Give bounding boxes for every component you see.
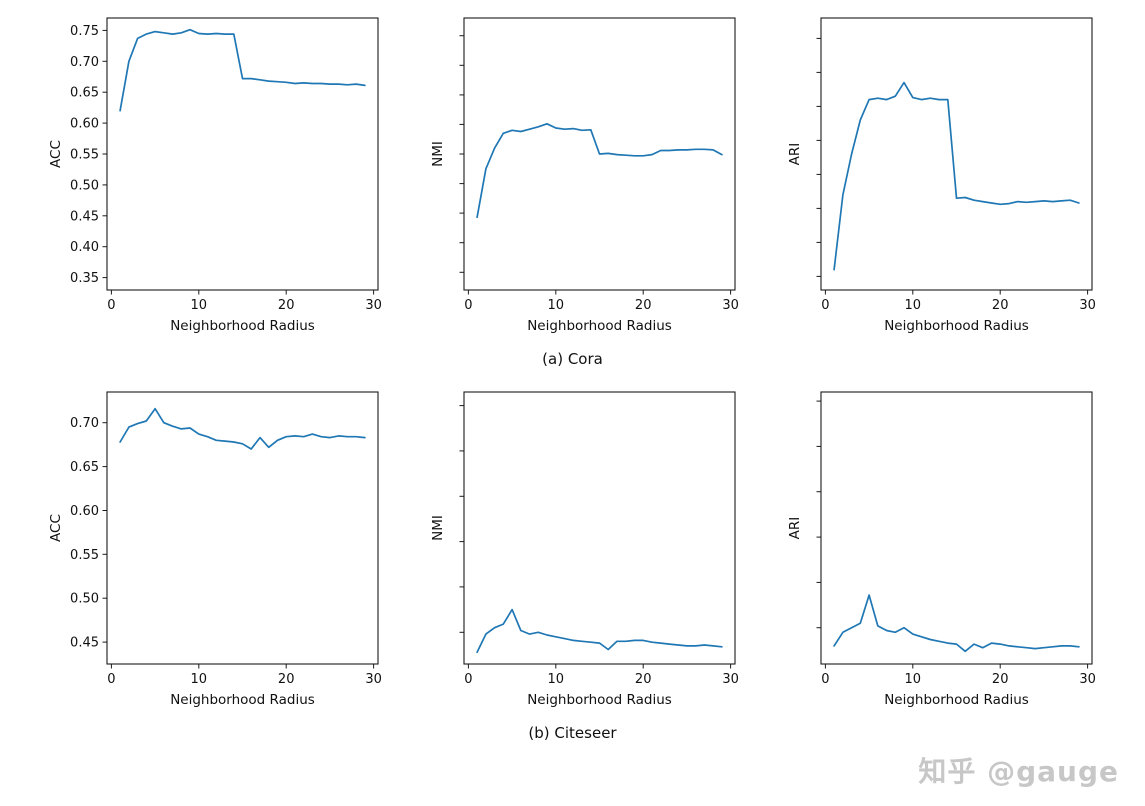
x-axis-label: Neighborhood Radius: [527, 318, 672, 334]
caption-citeseer: (b) Citeseer: [528, 724, 617, 742]
plot-svg: 0 10 20 30 Neighborhood Radius NMI: [430, 391, 739, 708]
data-line: [119, 28, 366, 112]
x-tick-label: 0: [107, 298, 115, 313]
y-tick-label: 0.70: [70, 55, 99, 70]
plot-svg: 0 10 20 30 Neighborhood Radius ARI: [787, 17, 1096, 334]
plot-svg: 0.35 0.40 0.45 0.50 0.55 0.60 0.65 0.70 0.75 0 10 2…: [48, 17, 382, 334]
data-line: [833, 81, 1080, 271]
x-tick-label: 20: [992, 672, 1009, 687]
x-tick-label: 20: [635, 672, 652, 687]
data-line: [476, 122, 723, 219]
y-tick-label: 0.50: [70, 592, 99, 607]
line-chart-citeseer-nmi: 0 10 20 30 Neighborhood Radius NMI: [402, 380, 747, 720]
x-tick-label: 20: [992, 298, 1009, 313]
x-tick-label: 10: [548, 298, 565, 313]
data-line: [119, 407, 366, 450]
x-tick-label: 0: [821, 672, 829, 687]
x-axis-label: Neighborhood Radius: [884, 692, 1029, 708]
y-tick-label: 0.70: [70, 416, 99, 431]
x-axis-label: Neighborhood Radius: [170, 692, 315, 708]
x-tick-label: 30: [722, 298, 739, 313]
x-tick-label: 10: [905, 298, 922, 313]
x-axis-label: Neighborhood Radius: [170, 318, 315, 334]
x-tick-label: 30: [1079, 298, 1096, 313]
x-tick-label: 0: [821, 298, 829, 313]
y-tick-label: 0.60: [70, 117, 99, 132]
y-tick-label: 0.60: [70, 504, 99, 519]
x-tick-label: 0: [464, 672, 472, 687]
y-tick-label: 0.75: [70, 24, 99, 39]
x-tick-label: 0: [107, 672, 115, 687]
plot-svg: 0 10 20 30 Neighborhood Radius NMI: [430, 17, 739, 334]
plot-border: [463, 391, 736, 665]
x-tick-label: 30: [365, 672, 382, 687]
x-tick-label: 10: [905, 672, 922, 687]
x-tick-label: 10: [548, 672, 565, 687]
y-tick-label: 0.45: [70, 636, 99, 651]
line-chart-cora-acc: 0.35 0.40 0.45 0.50 0.55 0.60 0.65 0.70 0.75 0 10 2…: [45, 6, 390, 346]
plot-border: [463, 17, 736, 291]
plot-border: [820, 17, 1093, 291]
line-chart-citeseer-ari: 0 10 20 30 Neighborhood Radius ARI: [759, 380, 1104, 720]
cora-chart-row: 0.35 0.40 0.45 0.50 0.55 0.60 0.65 0.70 0.75 0 10 2…: [0, 6, 1145, 346]
plot-svg: 0.45 0.50 0.55 0.60 0.65 0.70 0 10 20 30 Neighborh…: [48, 391, 382, 708]
x-tick-label: 30: [1079, 672, 1096, 687]
y-axis-label: ACC: [48, 140, 64, 168]
x-tick-label: 0: [464, 298, 472, 313]
y-tick-label: 0.65: [70, 460, 99, 475]
x-tick-label: 30: [722, 672, 739, 687]
plot-border: [820, 391, 1093, 665]
y-tick-label: 0.55: [70, 148, 99, 163]
y-tick-label: 0.50: [70, 178, 99, 193]
y-tick-label: 0.45: [70, 209, 99, 224]
plot-border: [106, 391, 379, 665]
y-axis-label: ARI: [787, 143, 803, 166]
x-tick-label: 20: [635, 298, 652, 313]
y-axis-label: NMI: [430, 141, 446, 167]
plot-border: [106, 17, 379, 291]
x-tick-label: 30: [365, 298, 382, 313]
y-axis-label: ACC: [48, 514, 64, 542]
y-axis-label: NMI: [430, 515, 446, 541]
y-tick-label: 0.40: [70, 240, 99, 255]
watermark: 知乎 @gauge: [918, 755, 1119, 788]
caption-cora: (a) Cora: [542, 350, 603, 368]
x-tick-label: 10: [191, 298, 208, 313]
y-axis-label: ARI: [787, 517, 803, 540]
data-line: [833, 594, 1080, 653]
y-tick-label: 0.55: [70, 548, 99, 563]
line-chart-citeseer-acc: 0.45 0.50 0.55 0.60 0.65 0.70 0 10 20 30 Neighborh…: [45, 380, 390, 720]
x-tick-label: 20: [278, 298, 295, 313]
y-tick-label: 0.35: [70, 271, 99, 286]
x-tick-label: 20: [278, 672, 295, 687]
x-axis-label: Neighborhood Radius: [884, 318, 1029, 334]
data-line: [476, 608, 723, 654]
y-tick-label: 0.65: [70, 86, 99, 101]
citeseer-chart-row: 0.45 0.50 0.55 0.60 0.65 0.70 0 10 20 30 Neighborh…: [0, 380, 1145, 720]
line-chart-cora-nmi: 0 10 20 30 Neighborhood Radius NMI: [402, 6, 747, 346]
plot-svg: 0 10 20 30 Neighborhood Radius ARI: [787, 391, 1096, 708]
line-chart-cora-ari: 0 10 20 30 Neighborhood Radius ARI: [759, 6, 1104, 346]
x-axis-label: Neighborhood Radius: [527, 692, 672, 708]
x-tick-label: 10: [191, 672, 208, 687]
